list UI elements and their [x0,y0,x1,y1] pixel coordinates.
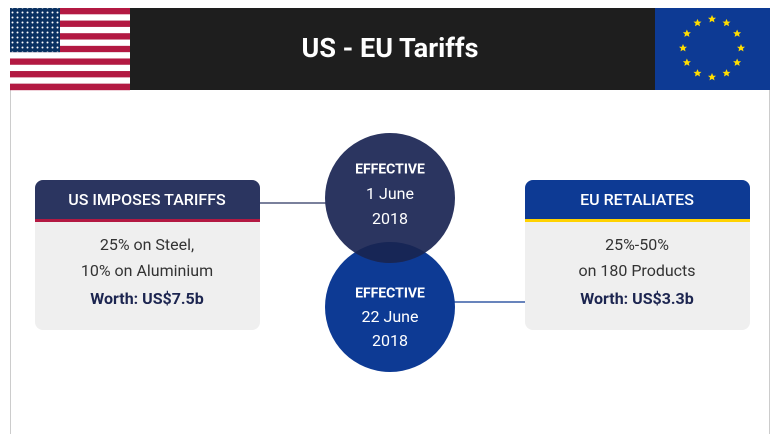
stripe [10,45,130,53]
right-card-header [525,180,750,222]
circle [325,242,455,372]
stripe [10,33,130,40]
accent [525,219,750,222]
canton-stars [10,8,60,53]
circle-year: 2018 [372,331,408,350]
stripe [10,83,130,91]
us-flag [10,8,130,91]
card-worth: Worth: US$7.5b [90,289,203,308]
circle-label: EFFECTIVE [355,162,425,178]
circle-year: 2018 [372,209,408,228]
left-card-header [35,180,260,222]
header-band [10,8,770,90]
stripe [10,14,130,21]
stripe [10,71,130,78]
stripe [10,39,130,47]
stripe [10,26,130,34]
stripe [10,64,130,72]
eu-flag [655,8,770,90]
card-line: 25%-50% [605,235,669,254]
card-line: 25% on Steel, [100,235,194,254]
title: US - EU Tariffs [302,32,479,64]
stripe [10,52,130,59]
stripe [10,20,130,28]
card-worth: Worth: US$3.3b [580,289,693,308]
accent [35,219,260,222]
stripe [10,8,130,15]
card-title: US IMPOSES TARIFFS [68,190,226,209]
card-title: EU RETALIATES [580,190,694,209]
circle-date: 1 June [366,184,414,203]
card-line: on 180 Products [578,261,695,280]
card-line: 10% on Aluminium [81,261,213,280]
stripe [10,58,130,65]
stripe [10,77,130,84]
circle [325,133,455,263]
circle-date: 22 June [362,307,419,326]
circle-label: EFFECTIVE [355,286,425,302]
